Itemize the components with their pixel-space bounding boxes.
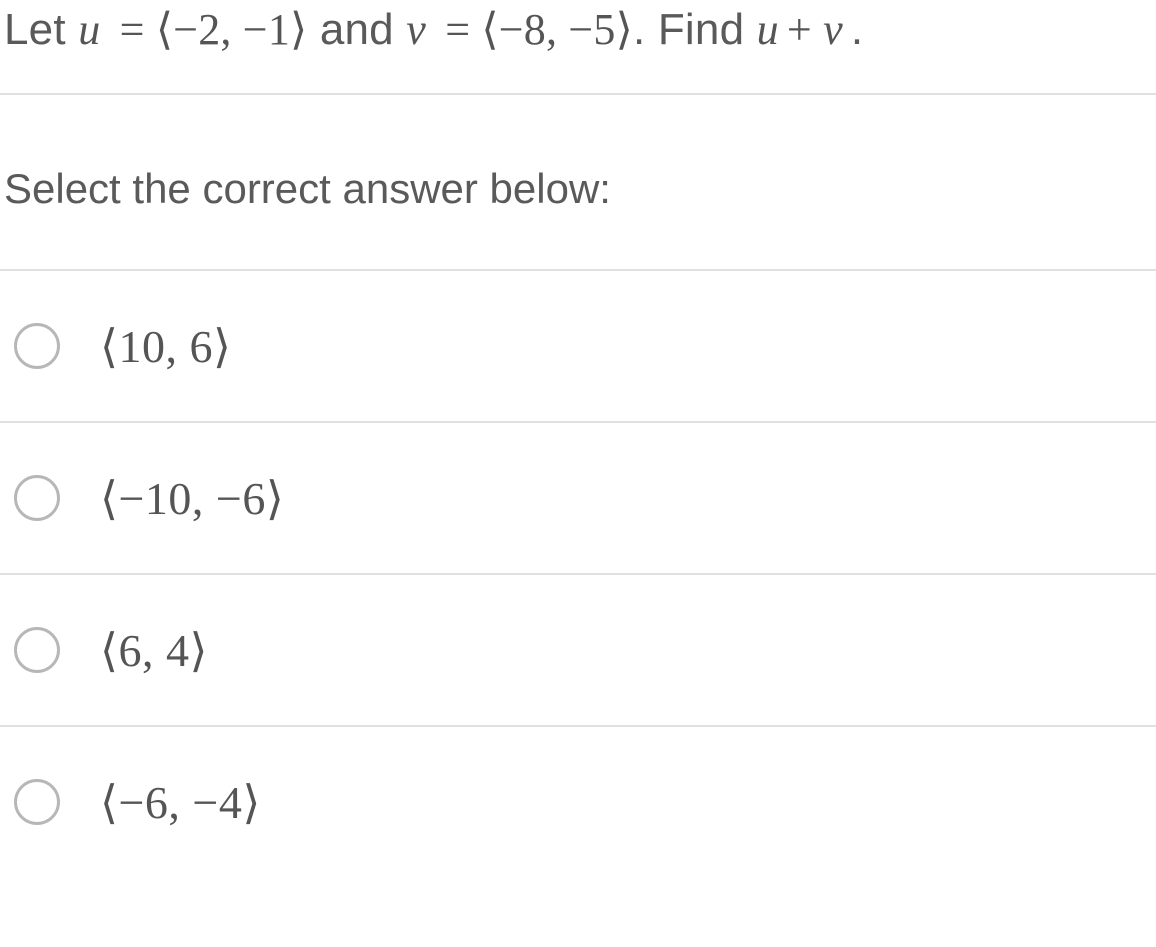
radio-icon	[14, 475, 60, 521]
vector-u-1: u	[78, 2, 108, 57]
radio-icon	[14, 323, 60, 369]
find-text: Find	[658, 5, 757, 54]
radio-icon	[14, 779, 60, 825]
equals-2: =	[434, 5, 481, 54]
plus-sign: +	[787, 5, 823, 54]
quiz-container: Let u = ⟨−2, −1⟩ and v = ⟨−8, −5⟩. Find …	[0, 0, 1156, 947]
equals-1: =	[108, 5, 155, 54]
choice-option[interactable]: ⟨10, 6⟩	[0, 271, 1156, 423]
choice-label: ⟨6, 4⟩	[100, 623, 208, 677]
u-value: ⟨−2, −1⟩	[156, 5, 308, 54]
v-value: ⟨−8, −5⟩	[481, 5, 633, 54]
choice-option[interactable]: ⟨6, 4⟩	[0, 575, 1156, 727]
vector-u-2: u	[757, 2, 787, 57]
question-let: Let	[4, 5, 78, 54]
choice-label: ⟨−6, −4⟩	[100, 775, 261, 829]
select-prompt: Select the correct answer below:	[0, 95, 1156, 271]
vector-v-2: v	[823, 2, 851, 57]
vector-v-1: v	[406, 2, 434, 57]
choice-option[interactable]: ⟨−10, −6⟩	[0, 423, 1156, 575]
and-text: and	[307, 5, 406, 54]
period-1: .	[633, 5, 658, 54]
question-text: Let u = ⟨−2, −1⟩ and v = ⟨−8, −5⟩. Find …	[0, 0, 1156, 95]
choices-list: ⟨10, 6⟩ ⟨−10, −6⟩ ⟨6, 4⟩ ⟨−6, −4⟩	[0, 271, 1156, 877]
choice-option[interactable]: ⟨−6, −4⟩	[0, 727, 1156, 877]
radio-icon	[14, 627, 60, 673]
choice-label: ⟨−10, −6⟩	[100, 471, 284, 525]
choice-label: ⟨10, 6⟩	[100, 319, 231, 373]
period-2: .	[851, 5, 863, 54]
